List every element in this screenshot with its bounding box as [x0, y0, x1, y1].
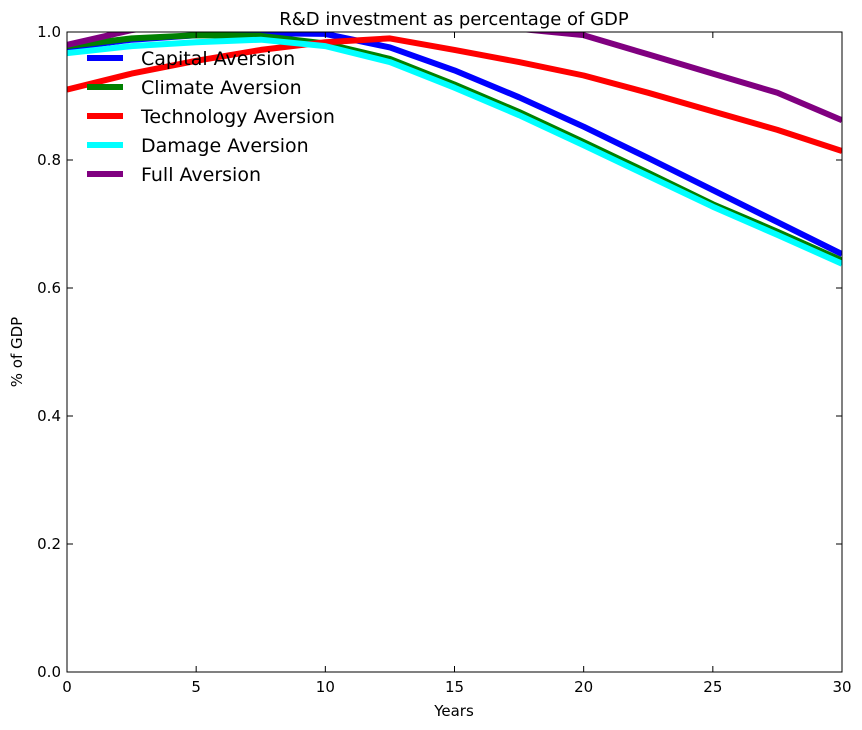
legend-label: Damage Aversion: [141, 135, 309, 157]
legend: Capital Aversion Climate Aversion Technolo…: [87, 48, 335, 186]
legend-label: Climate Aversion: [141, 77, 302, 99]
plot-area-frame: [66, 31, 843, 673]
y-tick-label: 0.0: [37, 663, 61, 681]
legend-label: Technology Aversion: [140, 106, 335, 128]
x-tick-label: 25: [703, 678, 722, 696]
series-line-5: [67, 32, 842, 124]
x-tick-label: 10: [316, 678, 335, 696]
y-tick-label: 0.4: [37, 407, 61, 425]
series-line-4: [67, 36, 842, 267]
legend-label: Capital Aversion: [141, 48, 295, 70]
ticks-layer: 0 5 10 15 20 25 30 0.0 0.2 0.4 0.6 0.8 1.0: [37, 23, 851, 696]
legend-label: Full Aversion: [141, 164, 261, 186]
x-tick-label: 5: [191, 678, 201, 696]
x-tick-label: 15: [445, 678, 464, 696]
series-line-3: [67, 35, 842, 154]
y-tick-label: 0.6: [37, 279, 61, 297]
y-axis-label: % of GDP: [8, 317, 26, 387]
y-tick-label: 0.8: [37, 151, 61, 169]
x-tick-label: 0: [62, 678, 72, 696]
x-tick-label: 30: [832, 678, 851, 696]
y-tick-label: 1.0: [37, 23, 61, 41]
x-axis-label: Years: [433, 702, 474, 720]
chart-title: R&D investment as percentage of GDP: [279, 9, 629, 30]
y-tick-label: 0.2: [37, 535, 61, 553]
x-tick-label: 20: [574, 678, 593, 696]
